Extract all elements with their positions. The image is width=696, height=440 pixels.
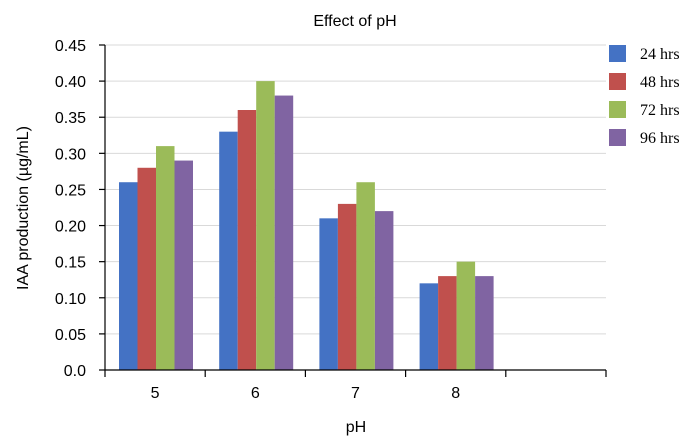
y-axis-label: IAA production (µg/mL) [15, 126, 32, 290]
bar [337, 203, 357, 370]
bar [274, 95, 294, 371]
legend: 24 hrs 48 hrs 72 hrs 96 hrs [609, 45, 680, 147]
y-tick-label: 0.30 [55, 146, 86, 163]
bar [419, 283, 439, 370]
bar [237, 110, 257, 370]
legend-swatch [609, 129, 626, 146]
legend-label: 48 hrs [640, 74, 680, 91]
bar [219, 131, 238, 370]
y-tick-label: 0.20 [55, 219, 86, 236]
bar [438, 276, 457, 370]
legend-label: 96 hrs [640, 130, 680, 147]
bar [456, 261, 476, 370]
x-tick-label: 5 [151, 385, 160, 402]
bar [374, 211, 394, 370]
y-tick-label: 0.35 [55, 110, 86, 127]
x-tick-label: 8 [451, 385, 460, 402]
y-tick-label: 0.25 [55, 182, 86, 199]
y-tick-label: 0.45 [55, 38, 86, 55]
legend-swatch [609, 73, 626, 90]
bar [356, 182, 375, 370]
x-axis-label: pH [346, 419, 366, 436]
x-tick-label: 6 [251, 385, 260, 402]
chart-title: Effect of pH [313, 13, 396, 30]
y-tick-label: 0.40 [55, 74, 86, 91]
axes [99, 44, 607, 377]
legend-swatch [609, 101, 626, 118]
bar [319, 218, 338, 370]
y-tick-label: 0.05 [55, 327, 86, 344]
y-tick-label: 0.10 [55, 291, 86, 308]
legend-label: 24 hrs [640, 46, 680, 63]
y-tick-label: 0.0 [64, 363, 86, 380]
legend-swatch [609, 45, 626, 62]
bars [119, 81, 494, 371]
bar [156, 146, 175, 370]
bar [475, 276, 494, 370]
bar [174, 160, 193, 370]
x-tick-label: 7 [351, 385, 360, 402]
tick-labels: 0.0 0.05 0.10 0.15 0.20 0.25 0.30 0.35 0.40 0.45 5… [55, 38, 460, 402]
bar [256, 81, 275, 370]
legend-label: 72 hrs [640, 102, 680, 119]
bar [119, 182, 138, 370]
y-tick-label: 0.15 [55, 255, 86, 272]
bar [137, 167, 156, 370]
